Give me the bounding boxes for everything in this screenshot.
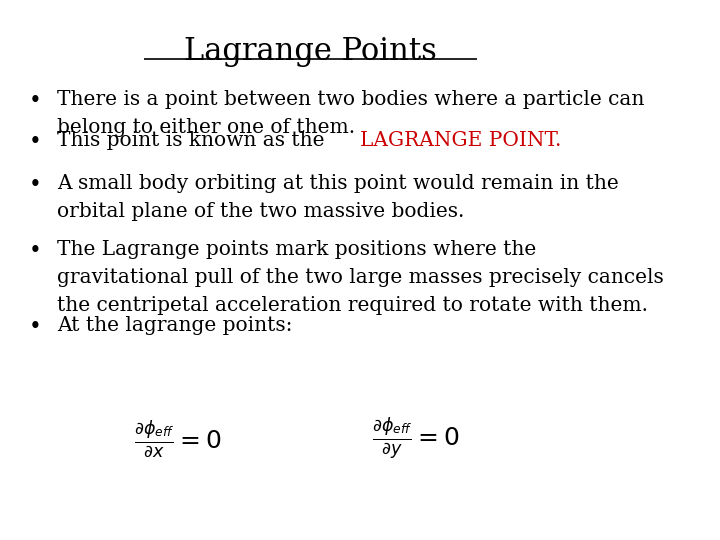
Text: orbital plane of the two massive bodies.: orbital plane of the two massive bodies. [57, 202, 464, 221]
Text: A small body orbiting at this point would remain in the: A small body orbiting at this point woul… [57, 174, 618, 193]
Text: •: • [29, 131, 42, 153]
Text: belong to either one of them.: belong to either one of them. [57, 118, 355, 137]
Text: $\frac{\partial \phi_{eff}}{\partial y} = 0$: $\frac{\partial \phi_{eff}}{\partial y} … [372, 416, 459, 462]
Text: This point is known as the: This point is known as the [57, 131, 331, 151]
Text: LAGRANGE POINT.: LAGRANGE POINT. [361, 131, 562, 151]
Text: Lagrange Points: Lagrange Points [184, 36, 437, 68]
Text: the centripetal acceleration required to rotate with them.: the centripetal acceleration required to… [57, 296, 648, 315]
Text: •: • [29, 240, 42, 262]
Text: There is a point between two bodies where a particle can: There is a point between two bodies wher… [57, 90, 644, 109]
Text: At the lagrange points:: At the lagrange points: [57, 316, 292, 335]
Text: •: • [29, 316, 42, 338]
Text: •: • [29, 90, 42, 112]
Text: gravitational pull of the two large masses precisely cancels: gravitational pull of the two large mass… [57, 268, 664, 287]
Text: $\frac{\partial \phi_{eff}}{\partial x} = 0$: $\frac{\partial \phi_{eff}}{\partial x} … [134, 418, 221, 460]
Text: •: • [29, 174, 42, 197]
Text: The Lagrange points mark positions where the: The Lagrange points mark positions where… [57, 240, 536, 259]
